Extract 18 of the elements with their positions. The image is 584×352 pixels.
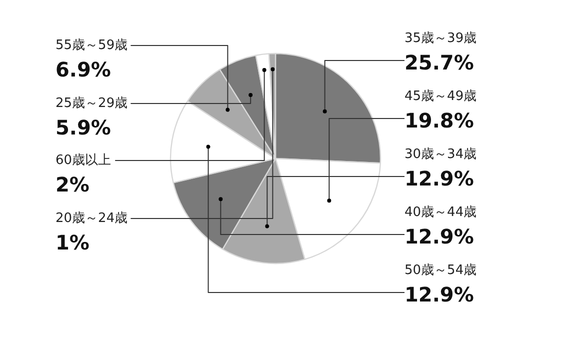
data-label: 2% <box>56 172 90 196</box>
data-label: 12.9% <box>404 282 474 306</box>
slice-label: 35歳～39歳 <box>404 31 477 46</box>
data-label: 6.9% <box>56 58 111 82</box>
slice-label: 50歳～54歳 <box>404 263 477 278</box>
data-label: 5.9% <box>56 116 111 140</box>
slice-label: 20歳～24歳 <box>56 211 128 226</box>
data-label: 12.9% <box>404 224 474 248</box>
data-label: 19.8% <box>404 108 474 132</box>
slice-label: 40歳～44歳 <box>404 205 477 220</box>
slice-label: 45歳～49歳 <box>404 89 477 104</box>
slice-label: 60歳以上 <box>56 153 112 168</box>
data-label: 25.7% <box>404 50 474 74</box>
slice-label: 55歳～59歳 <box>56 38 128 53</box>
slice-label: 25歳～29歳 <box>56 96 128 111</box>
data-label: 12.9% <box>404 166 474 190</box>
data-label: 1% <box>56 230 90 254</box>
slice-label: 30歳～34歳 <box>404 147 477 162</box>
